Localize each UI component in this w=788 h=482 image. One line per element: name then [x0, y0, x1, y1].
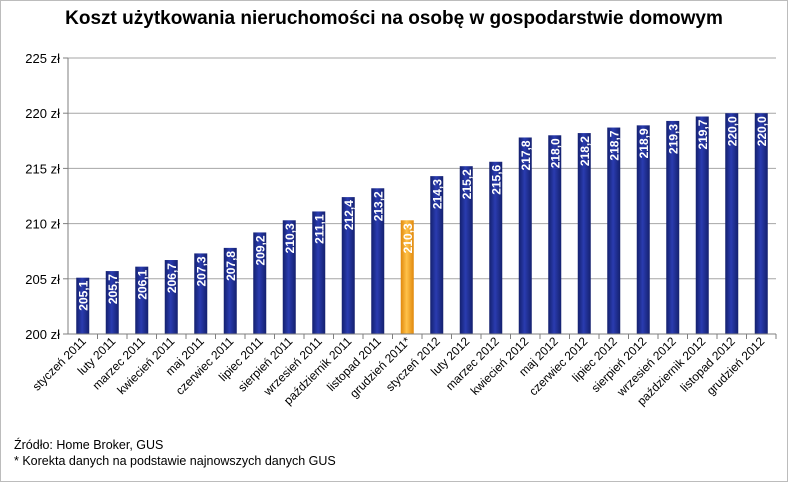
y-tick-label: 210 zł — [25, 217, 60, 232]
bar — [518, 137, 532, 334]
bar — [164, 260, 178, 334]
bar-value-label: 205,1 — [76, 280, 90, 310]
bar-value-label: 215,6 — [489, 164, 503, 194]
bar — [430, 176, 444, 334]
bar-value-label: 214,3 — [430, 179, 444, 209]
bar — [725, 113, 739, 334]
bar — [253, 232, 267, 334]
bar — [371, 188, 385, 334]
bar — [194, 253, 208, 334]
bar-value-label: 212,4 — [342, 200, 356, 230]
bar-value-label: 211,1 — [312, 214, 326, 244]
bar — [548, 135, 562, 334]
bar-value-label: 215,2 — [460, 169, 474, 199]
plot-area — [68, 58, 776, 334]
bar — [76, 277, 90, 334]
bar-value-label: 209,2 — [253, 235, 267, 265]
y-tick-label: 200 zł — [25, 327, 60, 342]
bar-value-label: 218,0 — [548, 138, 562, 168]
bar-value-label: 207,8 — [224, 251, 238, 281]
y-tick-label: 225 zł — [25, 51, 60, 66]
bar-value-label: 210,3 — [401, 223, 415, 253]
bar — [459, 166, 473, 334]
source-note: Źródło: Home Broker, GUS — [14, 438, 164, 452]
bar — [135, 266, 149, 334]
bar-value-label: 213,2 — [371, 191, 385, 221]
bar-value-label: 205,7 — [106, 274, 120, 304]
bar-value-label: 206,7 — [165, 263, 179, 293]
bar — [607, 127, 621, 334]
footnote: * Korekta danych na podstawie najnowszyc… — [14, 454, 336, 468]
bar-value-label: 219,7 — [696, 119, 710, 149]
bar — [341, 197, 355, 334]
bar — [695, 116, 709, 335]
bar — [636, 125, 650, 335]
bar-value-label: 218,7 — [607, 130, 621, 160]
bar-value-label: 220,0 — [755, 116, 769, 146]
chart-title: Koszt użytkowania nieruchomości na osobę… — [65, 8, 723, 29]
bar-value-label: 206,1 — [135, 269, 149, 299]
y-tick-label: 215 zł — [25, 161, 60, 176]
bar — [105, 271, 119, 334]
bar-value-label: 210,3 — [283, 223, 297, 253]
bar-value-label: 207,3 — [194, 256, 208, 286]
bar-value-label: 218,9 — [637, 128, 651, 158]
bar-value-label: 220,0 — [725, 116, 739, 146]
bar-value-label: 219,3 — [666, 124, 680, 154]
bar — [754, 113, 768, 334]
bar — [282, 220, 296, 334]
bar — [577, 133, 591, 334]
bar-highlight — [400, 220, 414, 334]
y-tick-label: 220 zł — [25, 106, 60, 121]
y-tick-label: 205 zł — [25, 272, 60, 287]
bar — [666, 120, 680, 334]
bar — [489, 161, 503, 334]
bar-value-label: 217,8 — [519, 140, 533, 170]
bar — [312, 211, 326, 334]
bar — [223, 247, 237, 334]
bar-value-label: 218,2 — [578, 136, 592, 166]
